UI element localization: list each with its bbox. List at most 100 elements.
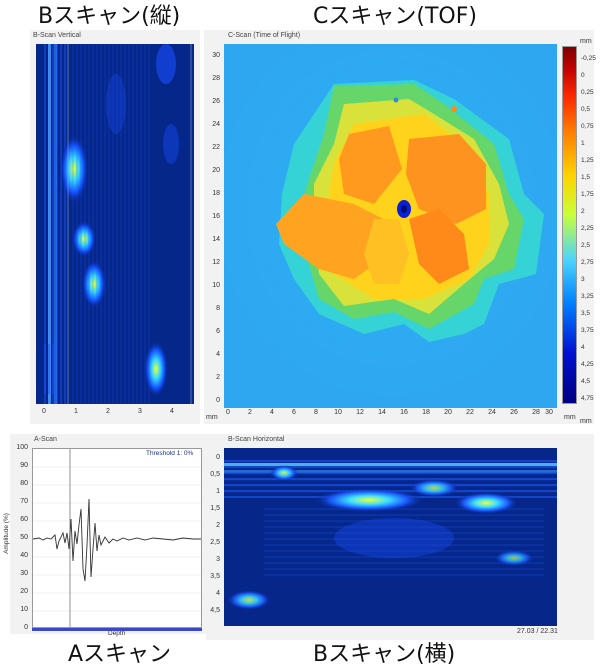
cscan-title: C-Scan (Time of Flight) bbox=[228, 32, 301, 39]
ascan-ytick: 40 bbox=[20, 552, 28, 559]
bscan-h-ytick: 1 bbox=[216, 488, 220, 495]
colorbar-label: 0,75 bbox=[581, 123, 594, 130]
colorbar-label: 1 bbox=[581, 140, 585, 147]
ascan-scrollbar[interactable] bbox=[32, 628, 202, 631]
bscan-h-readout: 27.03 / 22.31 bbox=[517, 628, 558, 635]
ascan-ytick: 60 bbox=[20, 516, 28, 523]
colorbar-label: 3,25 bbox=[581, 293, 594, 300]
ascan-threshold: Threshold 1: 0% bbox=[146, 450, 194, 457]
cscan-xtick: 26 bbox=[510, 409, 518, 416]
bscan-h-ytick: 0,5 bbox=[210, 471, 220, 478]
cscan-xtick: 12 bbox=[356, 409, 364, 416]
heading-ascan: Aスキャン bbox=[68, 642, 172, 667]
cscan-xtick: 22 bbox=[466, 409, 474, 416]
cscan-ytick: 28 bbox=[212, 75, 220, 82]
bscan-v-xtick: 0 bbox=[42, 408, 46, 415]
cscan-unit-left: mm bbox=[206, 414, 218, 421]
ascan-ytick: 90 bbox=[20, 462, 28, 469]
colorbar-label: 2,75 bbox=[581, 259, 594, 266]
bscan-h-ytick: 0 bbox=[216, 454, 220, 461]
bscan-h-ytick: 3 bbox=[216, 556, 220, 563]
bscan-horizontal-image bbox=[224, 448, 557, 626]
cscan-ytick: 24 bbox=[212, 121, 220, 128]
colorbar-label: 4,75 bbox=[581, 395, 594, 402]
colorbar-label: 1,25 bbox=[581, 157, 594, 164]
cscan-xtick: 28 bbox=[532, 409, 540, 416]
cscan-xtick: 10 bbox=[334, 409, 342, 416]
heading-bscan-horizontal: Bスキャン(横) bbox=[313, 642, 456, 667]
ascan-title: A-Scan bbox=[34, 436, 57, 443]
ascan-ytick: 70 bbox=[20, 498, 28, 505]
cscan-xtick: 16 bbox=[400, 409, 408, 416]
cscan-xtick: 4 bbox=[270, 409, 274, 416]
ascan-ylabel: Amplitude (%) bbox=[2, 513, 10, 554]
cscan-ytick: 10 bbox=[212, 282, 220, 289]
cscan-ytick: 0 bbox=[216, 397, 220, 404]
bscan-h-ytick: 4,5 bbox=[210, 607, 220, 614]
colorbar-label: 4,25 bbox=[581, 361, 594, 368]
ascan-ytick: 80 bbox=[20, 480, 28, 487]
colorbar-label: 3 bbox=[581, 276, 585, 283]
cscan-xtick: 20 bbox=[444, 409, 452, 416]
cscan-xtick: 8 bbox=[314, 409, 318, 416]
cscan-xtick: 6 bbox=[292, 409, 296, 416]
colorbar-label: 4,5 bbox=[581, 378, 591, 385]
cscan-ytick: 12 bbox=[212, 259, 220, 266]
colorbar-label: 3,5 bbox=[581, 310, 591, 317]
cscan-ytick: 4 bbox=[216, 351, 220, 358]
cscan-image bbox=[224, 44, 557, 408]
ascan-ytick: 100 bbox=[16, 444, 28, 451]
ascan-ytick: 10 bbox=[20, 606, 28, 613]
cscan-unit-right: mm bbox=[564, 414, 576, 421]
bscan-h-ytick: 2,5 bbox=[210, 539, 220, 546]
cscan-ytick: 22 bbox=[212, 144, 220, 151]
cscan-xtick: 24 bbox=[488, 409, 496, 416]
cscan-ytick: 2 bbox=[216, 374, 220, 381]
colorbar-label: 0,25 bbox=[581, 89, 594, 96]
cscan-xtick: 0 bbox=[226, 409, 230, 416]
bscan-h-ytick: 1,5 bbox=[210, 505, 220, 512]
colorbar-label: 0,5 bbox=[581, 106, 591, 113]
colorbar-label: 2,5 bbox=[581, 242, 591, 249]
bscan-horizontal-title: B-Scan Horizontal bbox=[228, 436, 285, 443]
bscan-vertical-image bbox=[36, 44, 194, 404]
bscan-h-ytick: 3,5 bbox=[210, 573, 220, 580]
cscan-ytick: 26 bbox=[212, 98, 220, 105]
bscan-v-xtick: 1 bbox=[74, 408, 78, 415]
cscan-ytick: 20 bbox=[212, 167, 220, 174]
cscan-ytick: 14 bbox=[212, 236, 220, 243]
cscan-ytick: 6 bbox=[216, 328, 220, 335]
colorbar-label: 2,25 bbox=[581, 225, 594, 232]
cscan-ytick: 18 bbox=[212, 190, 220, 197]
cscan-ytick: 8 bbox=[216, 305, 220, 312]
colorbar-label: 1,5 bbox=[581, 174, 591, 181]
colorbar-label: 4 bbox=[581, 344, 585, 351]
cscan-xtick: 2 bbox=[248, 409, 252, 416]
ascan-xlabel: Depth bbox=[108, 630, 126, 637]
ascan-ytick: 30 bbox=[20, 570, 28, 577]
heading-cscan: Cスキャン(TOF) bbox=[313, 4, 477, 29]
cscan-xtick: 18 bbox=[422, 409, 430, 416]
bscan-h-ytick: 2 bbox=[216, 522, 220, 529]
ascan-ytick: 50 bbox=[20, 534, 28, 541]
cscan-ytick: 16 bbox=[212, 213, 220, 220]
cscan-xtick: 30 bbox=[545, 409, 553, 416]
bscan-h-ytick: 4 bbox=[216, 590, 220, 597]
bscan-v-xtick: 3 bbox=[138, 408, 142, 415]
bscan-v-xtick: 2 bbox=[106, 408, 110, 415]
colorbar-label: 1,75 bbox=[581, 191, 594, 198]
bscan-v-xtick: 4 bbox=[170, 408, 174, 415]
ascan-ytick: 20 bbox=[20, 588, 28, 595]
colorbar-label: -0,25 bbox=[581, 55, 596, 62]
colorbar-unit-bottom: mm bbox=[580, 418, 592, 425]
bscan-vertical-title: B-Scan Vertical bbox=[33, 32, 81, 39]
heading-bscan-vertical: Bスキャン(縦) bbox=[38, 4, 181, 29]
ascan-ytick: 0 bbox=[24, 624, 28, 631]
colorbar-label: 0 bbox=[581, 72, 585, 79]
colorbar-label: 3,75 bbox=[581, 327, 594, 334]
cscan-ytick: 30 bbox=[212, 52, 220, 59]
ascan-plot bbox=[32, 448, 202, 628]
colorbar-unit-top: mm bbox=[580, 38, 592, 45]
colorbar-label: 2 bbox=[581, 208, 585, 215]
cscan-colorbar bbox=[562, 46, 577, 404]
